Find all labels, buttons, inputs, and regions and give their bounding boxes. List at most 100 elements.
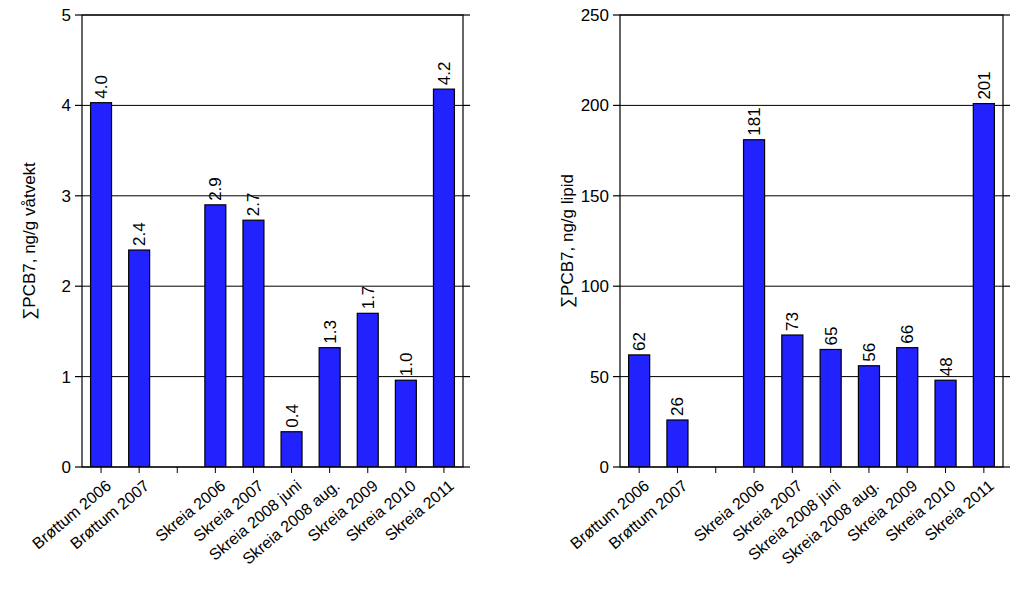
y-tick-right (1003, 14, 1010, 15)
bar (629, 355, 650, 467)
x-tick (754, 467, 755, 473)
x-tick (830, 467, 831, 473)
y-tick-right (1003, 195, 1010, 196)
y-tick-label: 2 (62, 277, 71, 296)
x-tick (367, 467, 368, 473)
grid-line (620, 286, 1003, 287)
chart-root: 4.0 2.4 2.9 2.7 0.4 1.3 1.7 1.0 4.2 0 1 2 3 4 5 ∑PCB7, … (0, 0, 1024, 609)
bar (973, 104, 994, 467)
chart-1: 62261817365566648201050100150200250∑PCB7… (558, 6, 1010, 568)
y-axis-label: ∑PCB7, ng/g våtvekt (20, 162, 39, 320)
data-label: 26 (668, 397, 687, 416)
x-tick (215, 467, 216, 473)
y-tick-right (1003, 105, 1010, 106)
data-label: 201 (975, 71, 994, 99)
y-tick-right (1003, 376, 1010, 377)
grid-line (620, 195, 1003, 196)
x-tick-label: Skreia 2011 (922, 477, 998, 544)
bar (897, 348, 918, 467)
grid-line (620, 105, 1003, 106)
y-tick-label: 4 (62, 96, 71, 115)
data-label: 66 (898, 325, 917, 344)
y-tick (613, 14, 620, 15)
bar (91, 103, 112, 467)
bar (281, 432, 302, 467)
y-tick-label: 3 (62, 187, 71, 206)
bar (205, 205, 226, 467)
y-tick (75, 195, 82, 196)
data-label: 2.4 (130, 222, 149, 246)
y-tick (75, 466, 82, 467)
bar (820, 349, 841, 467)
x-tick (639, 467, 640, 473)
bar (319, 348, 340, 467)
x-tick (715, 467, 716, 473)
bars (629, 104, 995, 467)
data-label: 4.2 (435, 61, 454, 85)
y-tick (75, 286, 82, 287)
y-tick (613, 466, 620, 467)
data-label: 1.7 (359, 286, 378, 310)
data-label: 4.0 (92, 75, 111, 99)
grid-line (82, 195, 463, 196)
x-tick (139, 467, 140, 473)
data-label: 2.9 (206, 177, 225, 201)
bar (782, 335, 803, 467)
y-tick (613, 195, 620, 196)
x-tick (177, 467, 178, 473)
y-tick-label: 1 (62, 368, 71, 387)
data-label: 56 (860, 343, 879, 362)
bar (395, 380, 416, 467)
y-tick-label: 150 (581, 187, 609, 206)
x-tick (329, 467, 330, 473)
data-label: 2.7 (244, 193, 263, 217)
y-tick-right (1003, 466, 1010, 467)
x-tick-label: Skreia 2011 (382, 477, 458, 544)
y-tick-label: 250 (581, 6, 609, 25)
y-tick-label: 200 (581, 96, 609, 115)
plot-frame (620, 15, 1003, 467)
y-tick-right (463, 105, 470, 106)
y-tick-right (463, 376, 470, 377)
bar (858, 366, 879, 467)
data-label: 0.4 (283, 404, 302, 428)
y-tick (613, 105, 620, 106)
x-tick (907, 467, 908, 473)
x-tick (792, 467, 793, 473)
x-tick (253, 467, 254, 473)
x-tick (443, 467, 444, 473)
y-tick (613, 286, 620, 287)
bar (129, 250, 150, 467)
data-label: 73 (783, 312, 802, 331)
y-tick (75, 376, 82, 377)
data-label: 65 (822, 327, 841, 346)
bar (433, 89, 454, 467)
x-tick (405, 467, 406, 473)
y-tick (75, 14, 82, 15)
data-label: 48 (937, 357, 956, 376)
x-tick (677, 467, 678, 473)
y-tick-right (1003, 286, 1010, 287)
bar (935, 380, 956, 467)
y-tick-right (463, 286, 470, 287)
chart-0: 4.0 2.4 2.9 2.7 0.4 1.3 1.7 1.0 4.2 0 1 2 3 4 5 ∑PCB7, … (20, 6, 470, 568)
bars (91, 89, 455, 467)
y-tick-label: 5 (62, 6, 71, 25)
data-label: 1.0 (397, 353, 416, 377)
y-tick-label: 50 (590, 368, 609, 387)
x-tick-label: Brøttum 2007 (605, 477, 690, 552)
bar (667, 420, 688, 467)
y-axis-label: ∑PCB7, ng/g lipid (558, 174, 577, 308)
y-tick-label: 100 (581, 277, 609, 296)
data-label: 1.3 (321, 320, 340, 344)
y-tick-label: 0 (62, 458, 71, 477)
grid-line (82, 105, 463, 106)
x-tick (291, 467, 292, 473)
x-tick (101, 467, 102, 473)
y-tick (75, 105, 82, 106)
y-tick-label: 0 (600, 458, 609, 477)
y-tick-right (463, 466, 470, 467)
bar (357, 313, 378, 467)
y-tick-right (463, 195, 470, 196)
x-tick (945, 467, 946, 473)
